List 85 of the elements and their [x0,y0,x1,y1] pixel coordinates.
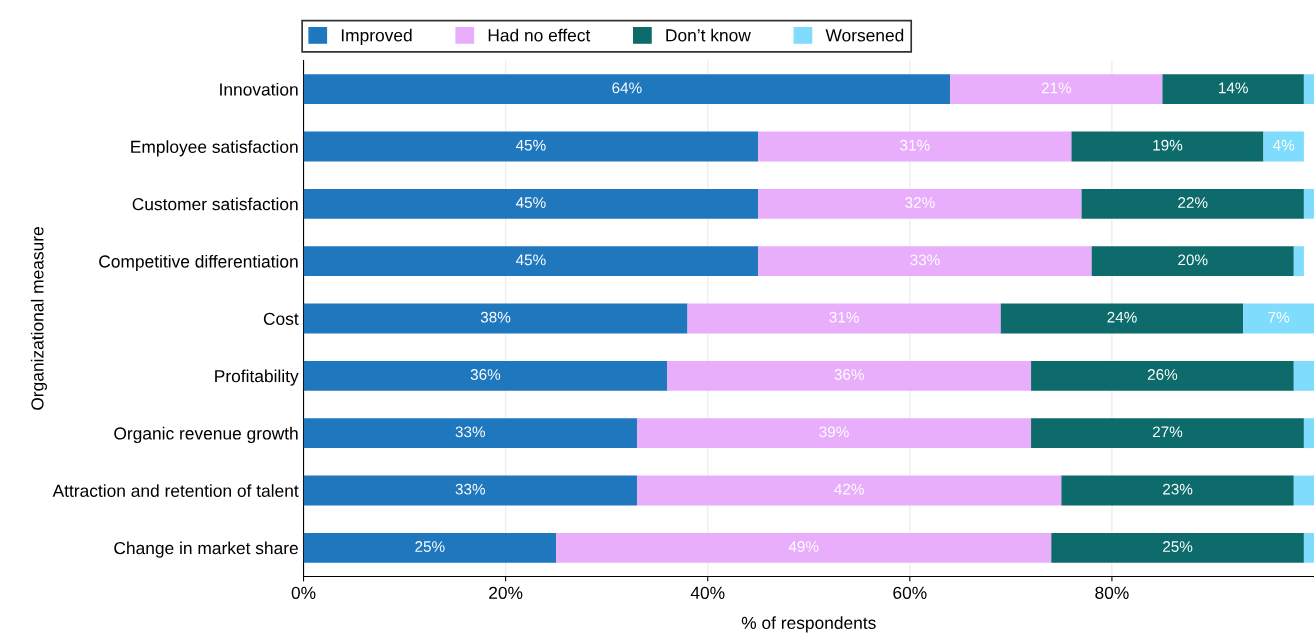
data-label: 31% [900,139,930,151]
y-tick-label: Customer satisfaction [132,197,298,211]
data-label: 36% [470,369,501,380]
bar [1293,246,1304,277]
bar [1031,360,1294,391]
bar [303,74,951,105]
data-label: 4% [1273,139,1295,151]
x-axis-title: % of respondents [741,616,876,633]
bar [1303,418,1314,449]
bar [303,188,759,219]
data-label: 14% [1219,82,1248,94]
data-label: 32% [905,197,935,208]
data-label: 20% [1178,254,1208,266]
legend-label: Don’t know [666,28,751,42]
bar [1071,131,1264,162]
y-tick-label: Profitability [215,369,299,386]
data-label: 36% [834,369,864,380]
data-label: 24% [1107,311,1137,323]
data-label: 38% [480,311,511,323]
x-tick-label: 0% [291,586,316,599]
data-label: 21% [1041,82,1072,94]
bar [303,303,688,334]
bar [758,131,1072,162]
data-label: 33% [910,254,940,266]
bar [667,360,1032,391]
data-label: 42% [834,483,864,495]
bar [1081,188,1304,219]
bar [1303,74,1314,105]
data-label: 26% [1147,369,1178,380]
data-label: 19% [1153,139,1183,151]
data-label: 31% [829,311,859,323]
bar [303,418,637,449]
bar [1061,475,1294,506]
data-label: 22% [1178,197,1208,208]
bar [1263,131,1304,162]
y-tick-label: Employee satisfaction [131,140,298,157]
data-label: 49% [788,541,819,552]
data-label: 64% [612,82,642,94]
y-tick-label: Organic revenue growth [114,426,298,444]
bar [687,303,1001,334]
bar [1000,303,1244,334]
bar [303,246,759,277]
bar [303,532,557,563]
bar [303,131,759,162]
bar [1303,532,1314,563]
bar [1162,74,1304,105]
bar [1293,360,1314,391]
legend-label: Had no effect [488,28,591,42]
y-tick-label: Cost [263,312,299,325]
data-label: 27% [1152,426,1183,438]
bar [1293,475,1314,506]
bar [303,360,668,391]
data-label: 39% [819,426,849,438]
bar [636,475,1062,506]
bar [556,532,1052,563]
data-label: 25% [1163,541,1193,552]
legend-label: Worsened [825,28,904,42]
y-tick-label: Attraction and retention of talent [52,484,299,497]
y-tick-label: Innovation [220,82,298,96]
bar [758,246,1092,277]
y-tick-label: Competitive differentiation [99,254,298,272]
data-label: 45% [515,254,546,266]
bar [303,475,637,506]
bar [950,74,1163,105]
x-tick-label: 20% [489,586,523,599]
bar [758,188,1082,219]
bar [1243,303,1314,334]
legend-label: Improved [341,28,412,45]
bar [1051,532,1304,563]
x-tick-label: 60% [893,586,927,599]
data-label: 33% [455,426,486,438]
bar [1031,418,1304,449]
data-label: 25% [415,541,445,552]
data-label: 45% [515,197,546,208]
x-tick-label: 80% [1095,586,1129,599]
data-label: 7% [1268,311,1290,323]
y-tick-label: Change in market share [114,541,298,558]
x-tick-label: 40% [690,586,725,599]
data-label: 23% [1163,483,1193,495]
y-axis-title: Organizational measure [30,227,48,410]
data-label: 33% [455,483,486,495]
bar [1303,188,1314,219]
bar [1091,246,1294,277]
data-label: 45% [515,139,546,151]
bar [636,418,1032,449]
